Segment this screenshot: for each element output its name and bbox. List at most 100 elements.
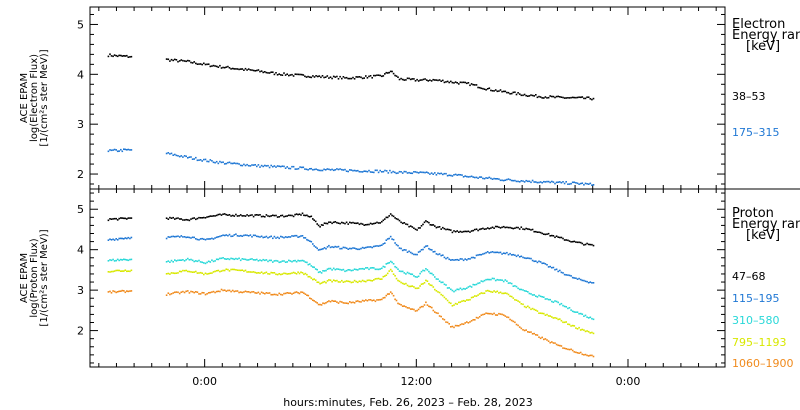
- data-point: [445, 257, 447, 260]
- data-point: [499, 291, 502, 294]
- data-point: [127, 56, 130, 58]
- data-point: [591, 243, 593, 246]
- data-point: [349, 221, 351, 224]
- data-point: [360, 222, 362, 225]
- data-point: [193, 217, 195, 219]
- data-point: [401, 270, 404, 273]
- data-point: [440, 293, 442, 296]
- data-point: [406, 307, 409, 309]
- data-point: [379, 278, 381, 280]
- data-point: [411, 285, 414, 287]
- data-point: [499, 251, 502, 254]
- data-point: [281, 214, 284, 217]
- data-point: [201, 291, 203, 294]
- data-point: [247, 215, 250, 217]
- data-point: [386, 238, 389, 240]
- data-point: [512, 227, 515, 230]
- data-point: [480, 253, 483, 256]
- data-point: [539, 261, 542, 263]
- data-point: [336, 75, 338, 78]
- data-point: [568, 183, 571, 185]
- data-point: [223, 66, 226, 69]
- data-point: [541, 336, 543, 339]
- data-point: [183, 260, 186, 262]
- data-point: [207, 292, 210, 294]
- data-point: [499, 179, 502, 182]
- data-point: [482, 280, 484, 283]
- data-point: [203, 238, 205, 240]
- data-point: [451, 305, 454, 307]
- data-point: [432, 173, 434, 175]
- data-point: [303, 260, 305, 262]
- data-point: [459, 174, 462, 176]
- data-point: [308, 76, 311, 78]
- data-point: [469, 231, 471, 233]
- data-point: [464, 322, 466, 324]
- data-point: [470, 320, 473, 322]
- data-point: [167, 260, 170, 262]
- data-point: [309, 275, 311, 278]
- data-point: [206, 261, 208, 264]
- data-point: [190, 290, 192, 293]
- data-point: [570, 325, 572, 327]
- data-point: [126, 259, 128, 261]
- data-point: [268, 259, 271, 262]
- data-point: [451, 175, 454, 177]
- data-point: [225, 66, 228, 68]
- data-point: [464, 258, 466, 260]
- data-point: [411, 273, 414, 276]
- data-point: [320, 224, 323, 226]
- data-point: [235, 257, 237, 260]
- data-point: [366, 77, 369, 79]
- data-point: [515, 180, 518, 183]
- data-point: [397, 218, 399, 221]
- data-point: [381, 171, 383, 173]
- data-point: [571, 181, 574, 184]
- data-point: [310, 298, 313, 300]
- data-point: [297, 213, 299, 216]
- data-point: [366, 223, 369, 226]
- data-point: [448, 323, 450, 325]
- data-point: [215, 65, 218, 68]
- data-point: [409, 172, 412, 174]
- data-point: [405, 170, 407, 173]
- data-point: [530, 229, 532, 231]
- data-point: [265, 214, 268, 216]
- data-point: [482, 87, 484, 90]
- data-point: [325, 247, 327, 250]
- data-point: [381, 278, 383, 280]
- data-point: [195, 238, 197, 240]
- data-point: [502, 252, 505, 254]
- data-point: [397, 302, 399, 305]
- data-point: [275, 259, 277, 262]
- data-point: [386, 272, 389, 275]
- data-point: [586, 242, 588, 245]
- data-point: [265, 271, 268, 274]
- data-point: [562, 181, 564, 183]
- data-point: [488, 290, 491, 292]
- legend-title: Electron: [732, 17, 785, 32]
- data-point: [110, 259, 113, 262]
- data-point: [474, 257, 476, 259]
- data-point: [332, 267, 335, 270]
- data-point: [341, 168, 343, 171]
- data-point: [288, 214, 290, 217]
- data-point: [130, 269, 133, 272]
- data-point: [531, 259, 534, 262]
- data-point: [575, 96, 577, 99]
- data-point: [398, 219, 401, 222]
- data-point: [365, 75, 367, 77]
- data-point: [464, 81, 466, 84]
- data-point: [278, 165, 280, 168]
- data-point: [180, 155, 183, 157]
- data-point: [198, 159, 200, 161]
- data-point: [129, 149, 131, 151]
- data-point: [195, 260, 197, 262]
- data-point: [347, 223, 349, 225]
- data-point: [498, 178, 500, 180]
- data-point: [337, 245, 340, 248]
- data-point: [446, 80, 449, 83]
- data-point: [429, 173, 431, 175]
- data-point: [243, 234, 245, 237]
- data-point: [546, 180, 548, 183]
